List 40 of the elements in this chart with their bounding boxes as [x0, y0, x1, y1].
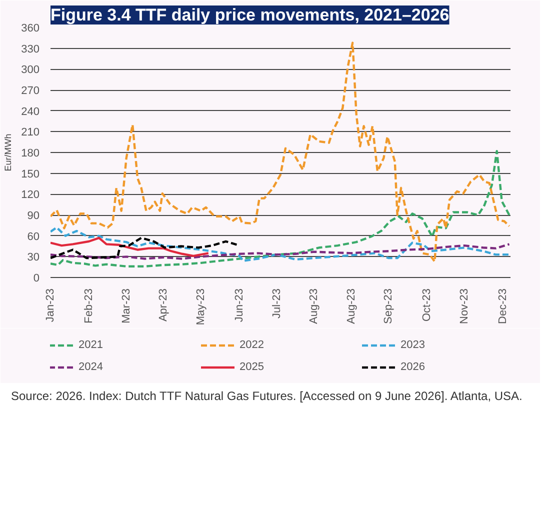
legend-label: 2023 [400, 338, 426, 350]
y-tick-label: 300 [21, 64, 40, 76]
line-series [50, 150, 510, 268]
legend-label: 2024 [78, 360, 104, 372]
x-tick-label: Nov-23 [458, 288, 470, 324]
x-tick-label: Apr-23 [158, 288, 170, 322]
x-tick-label: Aug-23 [345, 288, 358, 324]
y-tick-label: 90 [27, 210, 40, 222]
x-tick-label: Jan-23 [44, 288, 56, 322]
x-tick-label: Dec-23 [497, 288, 510, 324]
x-tick-label: Feb-23 [83, 288, 96, 324]
x-tick-label: Jul-23 [270, 288, 283, 318]
line-series [50, 226, 510, 262]
y-tick-label: 240 [21, 106, 40, 118]
y-tick-label: 360 [21, 22, 40, 34]
y-tick-label: 0 [33, 272, 40, 284]
y-tick-label: 330 [21, 43, 40, 56]
x-tick-label: May-23 [194, 288, 207, 326]
y-tick-label: 270 [21, 85, 40, 97]
x-tick-label: Jun-23 [233, 288, 246, 322]
chart-title: Figure 3.4 TTF daily price movements, 2021–2026 [50, 6, 450, 24]
legend-label: 2025 [240, 360, 265, 372]
y-tick-label: 120 [21, 189, 40, 202]
line-series [50, 236, 210, 258]
legend-label: 2026 [400, 360, 426, 372]
line-series [50, 243, 510, 260]
y-tick-label: 30 [27, 252, 40, 264]
legend-label: 2021 [78, 338, 104, 350]
y-tick-label: 150 [21, 168, 40, 180]
y-tick-label: 210 [21, 126, 40, 139]
x-tick-label: Mar-23 [120, 288, 132, 324]
x-tick-label: Sep-23 [382, 288, 395, 324]
y-axis-title: Eur/MWh [3, 134, 14, 172]
x-tick-label: Aug-23 [308, 288, 320, 324]
line-series [50, 42, 510, 263]
source-note: Source: 2026. Index: Dutch TTF Natural Gas Futures. [Accessed on 9 June 2026]. Atlanta, USA. [11, 388, 522, 405]
y-tick-label: 60 [27, 230, 40, 243]
y-tick-label: 180 [21, 148, 40, 160]
legend-label: 2022 [240, 338, 265, 350]
x-tick-label: Oct-23 [421, 288, 434, 322]
